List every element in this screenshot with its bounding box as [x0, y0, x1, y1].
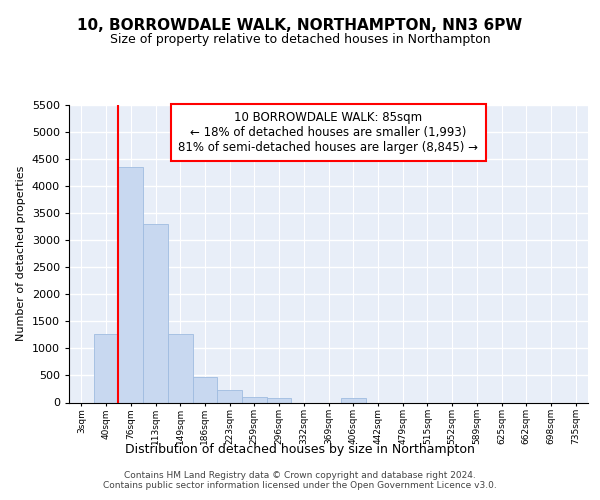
Text: Distribution of detached houses by size in Northampton: Distribution of detached houses by size …: [125, 442, 475, 456]
Bar: [94, 334, 118, 402]
Bar: [217, 390, 242, 402]
Bar: [143, 224, 168, 402]
Bar: [341, 398, 365, 402]
Bar: [193, 377, 217, 402]
Bar: [242, 397, 267, 402]
Text: 10 BORROWDALE WALK: 85sqm
← 18% of detached houses are smaller (1,993)
81% of se: 10 BORROWDALE WALK: 85sqm ← 18% of detac…: [179, 111, 479, 154]
Text: Size of property relative to detached houses in Northampton: Size of property relative to detached ho…: [110, 32, 490, 46]
Text: 10, BORROWDALE WALK, NORTHAMPTON, NN3 6PW: 10, BORROWDALE WALK, NORTHAMPTON, NN3 6P…: [77, 18, 523, 32]
Y-axis label: Number of detached properties: Number of detached properties: [16, 166, 26, 342]
Text: Contains HM Land Registry data © Crown copyright and database right 2024.
Contai: Contains HM Land Registry data © Crown c…: [103, 470, 497, 490]
Bar: [118, 167, 143, 402]
Bar: [168, 334, 193, 402]
Bar: [267, 398, 292, 402]
